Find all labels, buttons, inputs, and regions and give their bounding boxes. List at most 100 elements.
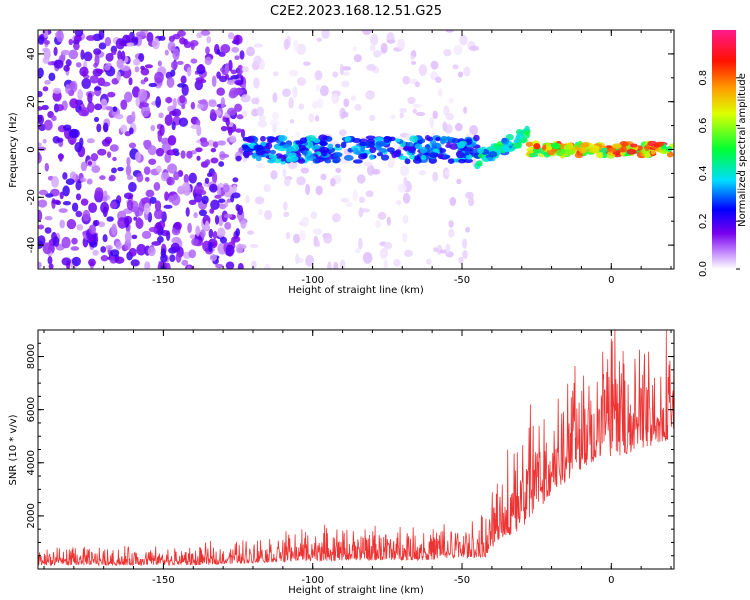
spectrogram-cell [246,46,255,57]
spectrogram-cell [218,198,226,203]
spectrogram-cell [38,224,45,230]
spectrogram-cell [320,173,327,181]
spectrogram-cell [232,177,239,183]
spectrogram-cell [234,55,240,61]
spectrogram-cell [212,141,219,148]
spectrogram-cell [316,98,324,109]
spectrogram-xtick-label: -150 [152,275,175,286]
spectrogram-cell [264,263,271,269]
spectrogram-cell [340,141,347,149]
spectrogram-cell [193,212,198,219]
spectrogram-cell [370,33,379,46]
spectrogram-cell [340,197,350,203]
spectrogram-cell [159,124,165,136]
spectrogram-cell [362,251,373,264]
spectrogram-cell [126,175,134,180]
spectrogram-cell [352,159,363,164]
spectrogram-ytick-label: -40 [26,237,37,253]
spectrogram-cell [447,158,455,165]
spectrogram-cell [288,69,299,77]
spectrogram-cell [58,153,63,162]
spectrogram-cell [234,79,244,86]
spectrogram-cell [339,64,344,76]
spectrogram-cell [361,30,372,36]
spectrogram-cell [300,167,309,174]
spectrogram-cell [420,154,427,161]
spectrogram-cell [75,193,82,201]
spectrogram-cell [376,152,384,157]
spectrogram-cell [205,46,210,55]
spectrogram-cell [465,226,470,233]
spectrogram-cell [140,105,151,117]
spectrogram-cell [373,50,382,58]
spectrogram-cell [47,61,53,66]
spectrogram-cell [231,46,240,53]
spectrogram-cell [237,64,244,75]
spectrogram-cell [191,238,199,246]
spectrogram-cell [210,157,219,164]
colorbar-tick-label: 0.8 [698,70,709,86]
spectrogram-cell [546,146,553,151]
spectrogram-cell [181,104,186,110]
spectrogram-cell [407,96,416,105]
spectrogram-cell [255,156,262,162]
spectrogram-cell [403,176,408,185]
spectrogram-cell [218,75,228,83]
spectrogram-cell [440,137,446,145]
spectrogram-cell [369,44,376,52]
spectrogram-cell [204,177,210,184]
spectrogram-cell [358,237,363,250]
spectrogram-cell [144,261,151,269]
spectrogram-cell [449,197,457,206]
spectrogram-cell [644,151,651,158]
spectrogram-cell [117,167,124,172]
spectrogram-cell [41,104,49,111]
spectrogram-cell [369,146,377,154]
spectrogram-cell [207,139,215,147]
spectrogram-cell [442,121,448,132]
spectrogram-cell [223,213,233,219]
spectrogram-cell [611,143,622,149]
spectrogram-cell [445,243,451,254]
spectrogram-cell [444,170,450,177]
spectrogram-cell [315,84,321,92]
spectrogram-cell [210,199,220,211]
spectrogram-cell [296,77,307,86]
spectrogram-cell [125,164,132,177]
spectrogram-cell [443,154,451,159]
spectrogram-cell [200,140,209,148]
spectrogram-cell [242,145,251,153]
spectrogram-cell [187,222,192,234]
spectrogram-cell [135,151,142,163]
spectrogram-cell [458,158,467,164]
spectrogram-cell [146,31,154,43]
spectrogram-cell [335,143,341,148]
spectrogram-cell [212,171,218,184]
spectrogram-cell [98,30,105,40]
spectrogram-cell [38,153,42,164]
spectrogram-cell [124,91,133,103]
spectrogram-cell [144,176,150,182]
spectrogram-cell [342,71,350,77]
spectrogram-cell [222,184,230,193]
spectrogram-cell [114,113,124,120]
spectrogram-cell [211,75,217,88]
spectrogram-cell [141,230,152,239]
spectrogram-cell [463,158,473,164]
spectrogram-cell [180,75,187,84]
spectrogram-cell [69,82,76,90]
spectrogram-cell [183,41,192,49]
snr-xtick-label: -100 [301,575,324,586]
spectrogram-cell [529,152,539,158]
spectrogram-cell [270,170,278,180]
spectrogram-cell [318,134,328,142]
spectrogram-cell [525,141,534,147]
snr-xlabel: Height of straight line (km) [288,585,424,596]
spectrogram-cell [86,35,96,41]
spectrogram-cell [61,257,72,266]
spectrogram-cell [296,43,307,55]
spectrogram-cell [437,88,443,97]
spectrogram-cell [86,138,95,144]
spectrogram-cell [253,55,262,66]
spectrogram-cell [120,99,128,110]
